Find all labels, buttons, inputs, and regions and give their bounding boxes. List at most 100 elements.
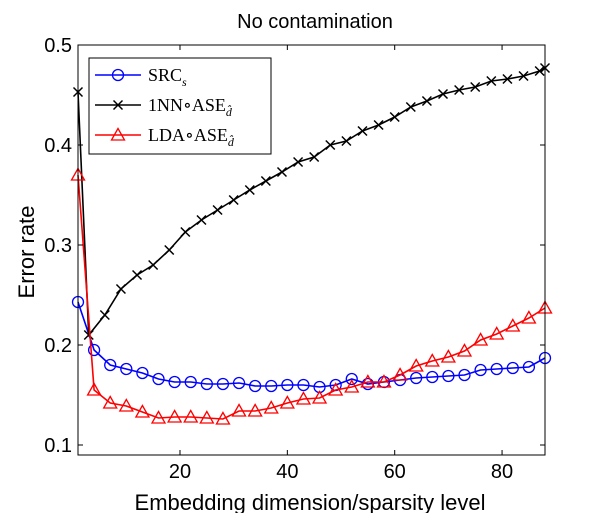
legend-label: LDA∘ASEd̂ bbox=[148, 125, 235, 149]
x-tick-label: 80 bbox=[491, 461, 513, 483]
series-2-point bbox=[293, 156, 304, 168]
series-3-point bbox=[279, 395, 295, 409]
series-3-point bbox=[118, 398, 134, 412]
x-tick-label: 60 bbox=[384, 461, 406, 483]
series-2-point bbox=[132, 269, 143, 281]
series-2-point bbox=[502, 73, 513, 85]
series-3-point bbox=[167, 409, 183, 423]
series-3-point bbox=[295, 391, 312, 405]
series-3-point bbox=[472, 332, 489, 346]
series-1-point bbox=[442, 369, 455, 383]
series-3-point bbox=[456, 343, 473, 357]
series-2-point bbox=[260, 175, 271, 187]
series-2-point bbox=[357, 125, 368, 137]
chart-title: No contamination bbox=[237, 11, 393, 33]
series-2-point bbox=[421, 95, 432, 107]
series-3-point bbox=[440, 349, 456, 363]
series-3-point bbox=[247, 403, 263, 417]
series-2-point bbox=[180, 226, 191, 238]
series-1-point bbox=[232, 376, 246, 390]
legend-label: SRCs bbox=[148, 65, 187, 89]
series-1-point bbox=[474, 363, 487, 377]
series-1-point bbox=[281, 378, 294, 392]
y-tick-label: 0.3 bbox=[44, 235, 72, 257]
series-2-point bbox=[212, 204, 223, 216]
x-axis-label: Embedding dimension/sparsity level bbox=[135, 490, 486, 513]
series-2-point bbox=[341, 135, 352, 147]
x-tick-label: 40 bbox=[276, 461, 298, 483]
series-3-point bbox=[183, 409, 199, 423]
series-2-point bbox=[454, 84, 465, 96]
legend: SRCs 1NN∘ASEd̂ LDA∘ASEd̂ bbox=[88, 57, 272, 155]
series-2-point bbox=[83, 329, 94, 341]
series-2-point bbox=[276, 166, 288, 178]
series-3-point bbox=[408, 358, 424, 372]
x-tick-label: 20 bbox=[169, 461, 191, 483]
series-3-point bbox=[328, 382, 344, 396]
series-3-point bbox=[199, 410, 215, 424]
series-2-point bbox=[389, 111, 400, 123]
series-1-point bbox=[87, 343, 101, 357]
series-2-point bbox=[196, 214, 207, 226]
legend-marker bbox=[110, 127, 126, 141]
series-3-point bbox=[263, 400, 279, 414]
series-3-point bbox=[392, 367, 408, 381]
series-3-point bbox=[134, 404, 151, 418]
legend-entry-3: LDA∘ASEd̂ bbox=[95, 125, 235, 149]
series-1-point bbox=[265, 379, 278, 393]
series-2-point bbox=[148, 259, 159, 271]
series-2-point bbox=[309, 151, 320, 163]
legend-marker bbox=[112, 99, 124, 111]
legend-label: 1NN∘ASEd̂ bbox=[148, 95, 233, 119]
legend-entry-2: 1NN∘ASEd̂ bbox=[95, 95, 233, 119]
series-2-point bbox=[405, 101, 416, 113]
series-2-point bbox=[470, 81, 481, 93]
series-1-point bbox=[200, 377, 213, 391]
series-1-point bbox=[248, 379, 262, 393]
series-3-point bbox=[102, 395, 118, 409]
series-2-point bbox=[115, 283, 126, 295]
series-3-point bbox=[86, 382, 102, 396]
y-tick-label: 0.4 bbox=[44, 135, 72, 157]
y-tick-label: 0.5 bbox=[44, 35, 72, 57]
series-3-point bbox=[360, 374, 376, 388]
series-1-point bbox=[136, 366, 149, 380]
series-1-point bbox=[104, 358, 117, 372]
series-1-point bbox=[345, 372, 358, 386]
series-1-line bbox=[77, 301, 546, 388]
series-3-point bbox=[215, 411, 231, 425]
series-3-point bbox=[521, 310, 537, 324]
legend-entry-1: SRCs bbox=[95, 65, 187, 89]
series-2-point bbox=[437, 88, 449, 100]
series-1-point bbox=[458, 368, 471, 382]
y-axis-label: Error rate bbox=[14, 206, 39, 299]
series-2-point bbox=[486, 75, 497, 87]
series-1-point bbox=[184, 375, 197, 389]
series-3-point bbox=[311, 390, 328, 404]
series-3-point bbox=[150, 410, 167, 424]
series-3-point bbox=[424, 353, 440, 367]
series-2-point bbox=[164, 244, 175, 256]
axes-box bbox=[77, 44, 546, 456]
axes: 20 40 60 80 0.1 0.2 0.3 0.4 0.5 bbox=[44, 35, 546, 483]
series-1-point bbox=[410, 371, 423, 385]
series-2-point bbox=[325, 139, 336, 151]
series-3-point bbox=[376, 374, 392, 388]
series-3-point bbox=[505, 318, 521, 332]
series-2-point bbox=[518, 70, 529, 82]
y-tick-label: 0.1 bbox=[44, 435, 72, 457]
series-1-point bbox=[522, 360, 536, 374]
series-1-point bbox=[297, 378, 310, 392]
series-2-point bbox=[228, 194, 239, 206]
series-1-point bbox=[168, 375, 181, 389]
series-3-point bbox=[231, 403, 247, 417]
y-tick-label: 0.2 bbox=[44, 335, 72, 357]
series-1-point bbox=[152, 372, 165, 386]
series-2-point bbox=[244, 184, 255, 196]
series-1-point bbox=[120, 362, 133, 376]
series-1-point bbox=[216, 377, 230, 391]
series-1-point bbox=[490, 362, 503, 376]
series-2-point bbox=[373, 119, 384, 131]
series-2 bbox=[72, 62, 551, 341]
